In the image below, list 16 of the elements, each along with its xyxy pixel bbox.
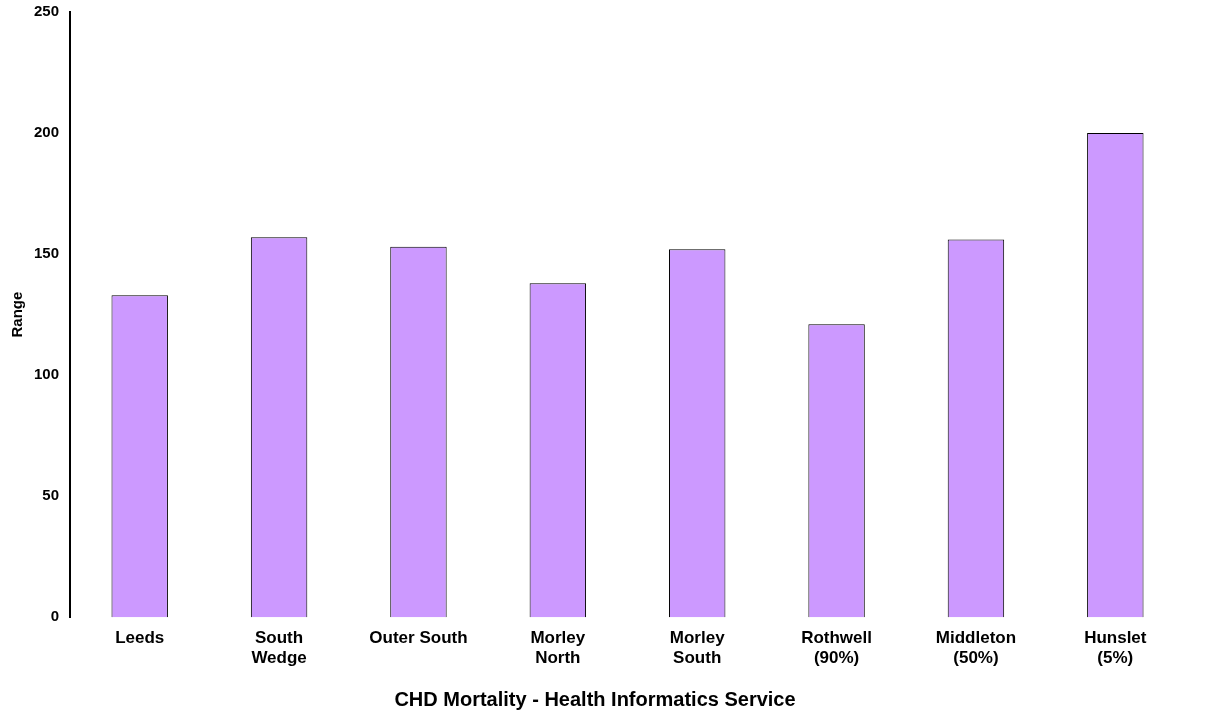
x-tick-label: Hunslet (5%)	[1084, 628, 1147, 668]
y-tick-label: 150	[34, 244, 60, 262]
x-tick-label: South Wedge	[251, 628, 307, 668]
y-tick-label: 100	[34, 365, 60, 383]
x-tick-label: Morley South	[669, 628, 726, 668]
y-tick-label: 0	[50, 607, 60, 625]
text: CHD Mortality - Health Informatics Service	[394, 687, 796, 710]
x-tick-label: Rothwell (90%)	[801, 628, 872, 668]
y-axis-title: Range	[8, 291, 26, 338]
y-tick-label: 200	[34, 123, 60, 141]
x-tick-label: Outer South	[369, 628, 468, 648]
x-tick-label: Leeds	[115, 628, 165, 648]
x-tick-label: Morley North	[530, 628, 586, 668]
y-tick-label: 250	[34, 2, 60, 20]
x-tick-label: Middleton (50%)	[935, 628, 1017, 668]
y-tick-label: 50	[42, 486, 60, 504]
